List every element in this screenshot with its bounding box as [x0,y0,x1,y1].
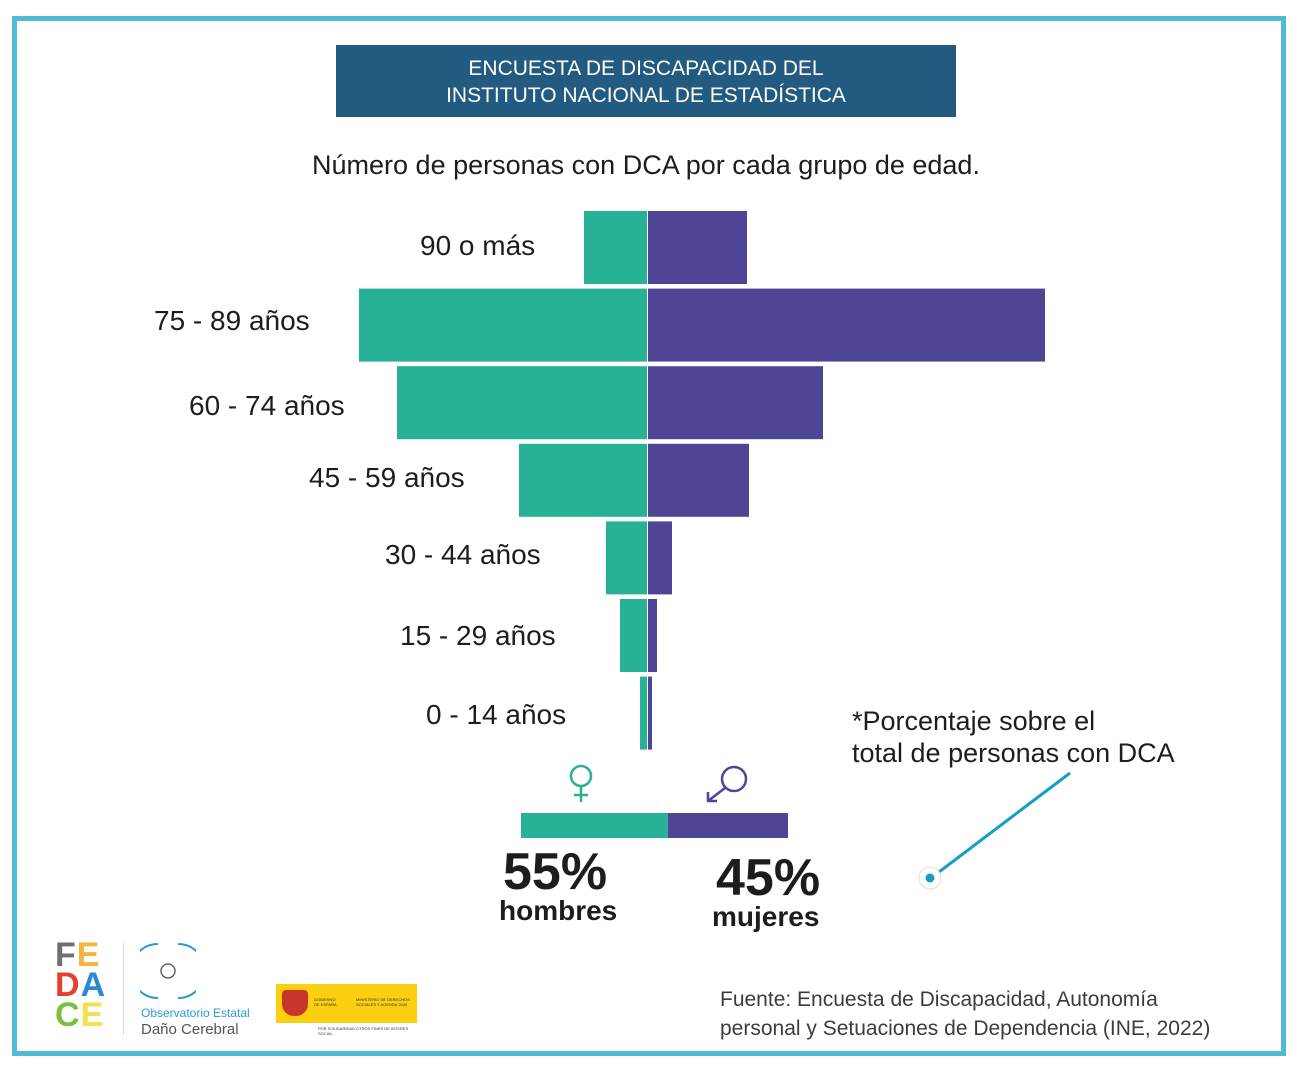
source-line-1: Fuente: Encuesta de Discapacidad, Autono… [720,988,1158,1011]
source-note: Fuente: Encuesta de Discapacidad, Autono… [720,985,1210,1043]
bar-women-5 [648,599,657,672]
observatorio-icon [140,943,196,999]
men-label: hombres [499,895,618,926]
source-line-2: personal y Setuaciones de Dependencia (I… [720,1017,1211,1040]
bar-women-6 [648,676,652,750]
fedace-logo: FE DA CE [55,936,107,1034]
gender-icons [569,764,748,803]
share-bar-men [521,813,668,838]
header-line-1: ENCUESTA DE DISCAPACIDAD DEL [468,57,824,80]
category-label: 45 - 59 años [309,462,465,493]
government-logo: GOBIERNO DE ESPAÑA MINISTERIO DE DERECHO… [276,984,417,1023]
male-icon [706,765,748,803]
share-bar-women [667,813,788,838]
gov-text-3: POR SOLIDARIDAD OTROS FINES DE INTERÉS S… [318,1026,409,1036]
bar-men-0 [584,211,647,284]
header-banner: ENCUESTA DE DISCAPACIDAD DEL INSTITUTO N… [336,45,956,117]
obs-line-1: Observatorio Estatal [141,1006,250,1020]
category-label: 60 - 74 años [189,390,345,421]
bar-men-3 [519,443,647,517]
note-pointer [918,771,1071,890]
gov-text-2: MINISTERIO DE DERECHOS SOCIALES Y AGENDA… [356,997,410,1007]
bar-women-3 [648,443,749,517]
percentage-note: *Porcentaje sobre el total de personas c… [852,705,1175,769]
category-label: 0 - 14 años [426,699,567,730]
header-line-2: INSTITUTO NACIONAL DE ESTADÍSTICA [446,84,846,107]
logo-divider [123,943,124,1035]
category-label: 30 - 44 años [385,539,541,570]
bar-women-2 [648,366,823,440]
bar-women-4 [648,521,672,595]
coat-of-arms-icon [282,990,308,1016]
bar-men-5 [620,599,647,672]
chart-title: Número de personas con DCA por cada grup… [312,150,980,180]
bar-men-2 [397,366,647,440]
frame-border [12,16,1286,1056]
note-line-2: total de personas con DCA [852,738,1175,768]
category-label: 75 - 89 años [154,305,310,336]
women-label: mujeres [712,901,820,932]
bar-men-1 [359,288,647,362]
share-bar [521,813,788,838]
category-label: 90 o más [420,230,536,261]
men-percent: 55% [503,843,608,901]
women-percent: 45% [716,849,821,907]
bar-men-6 [640,676,647,750]
female-icon [569,764,593,802]
bar-men-4 [606,521,647,595]
category-label: 15 - 29 años [400,620,556,651]
gov-text-1: GOBIERNO DE ESPAÑA [314,997,337,1007]
bar-women-0 [648,211,747,284]
note-line-1: *Porcentaje sobre el [852,706,1096,736]
bar-women-1 [648,288,1045,362]
obs-line-2: Daño Cerebral [141,1021,239,1038]
